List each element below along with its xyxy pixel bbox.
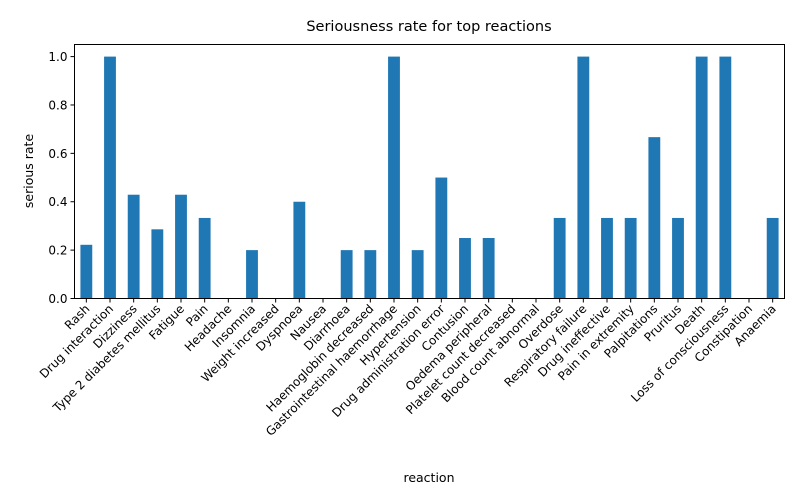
bar [719, 56, 732, 299]
bar [175, 194, 187, 299]
bar [104, 56, 116, 299]
bar [246, 250, 258, 299]
bar [648, 137, 661, 299]
plot-frame [74, 44, 785, 299]
y-tick-label: 0.0 [48, 292, 67, 306]
bar [459, 238, 471, 299]
chart-title: Seriousness rate for top reactions [306, 19, 551, 35]
bar [411, 250, 424, 299]
bar [198, 217, 211, 299]
y-tick-label: 1.0 [48, 50, 67, 64]
bar [80, 244, 93, 299]
bar [435, 177, 448, 299]
bar [695, 56, 708, 299]
bar [577, 56, 590, 299]
y-tick-label: 0.8 [48, 98, 67, 112]
bar [388, 56, 400, 299]
bar [364, 250, 377, 299]
bar [601, 217, 613, 299]
bar [624, 217, 637, 299]
bar [293, 201, 306, 299]
bar [766, 217, 779, 299]
bar [672, 217, 684, 299]
bar [553, 217, 566, 299]
y-tick-label: 0.4 [48, 195, 67, 209]
bar [482, 238, 495, 299]
y-tick-group: 0.0 0.2 0.4 0.6 0.8 1.0 [48, 50, 75, 306]
bar [151, 229, 164, 299]
y-tick-label: 0.2 [48, 244, 67, 258]
bar [127, 194, 140, 299]
y-tick-label: 0.6 [48, 147, 67, 161]
bars-group [80, 56, 779, 299]
bar [340, 250, 353, 299]
x-axis-label: reaction [403, 470, 454, 485]
y-axis-label: serious rate [21, 134, 36, 209]
